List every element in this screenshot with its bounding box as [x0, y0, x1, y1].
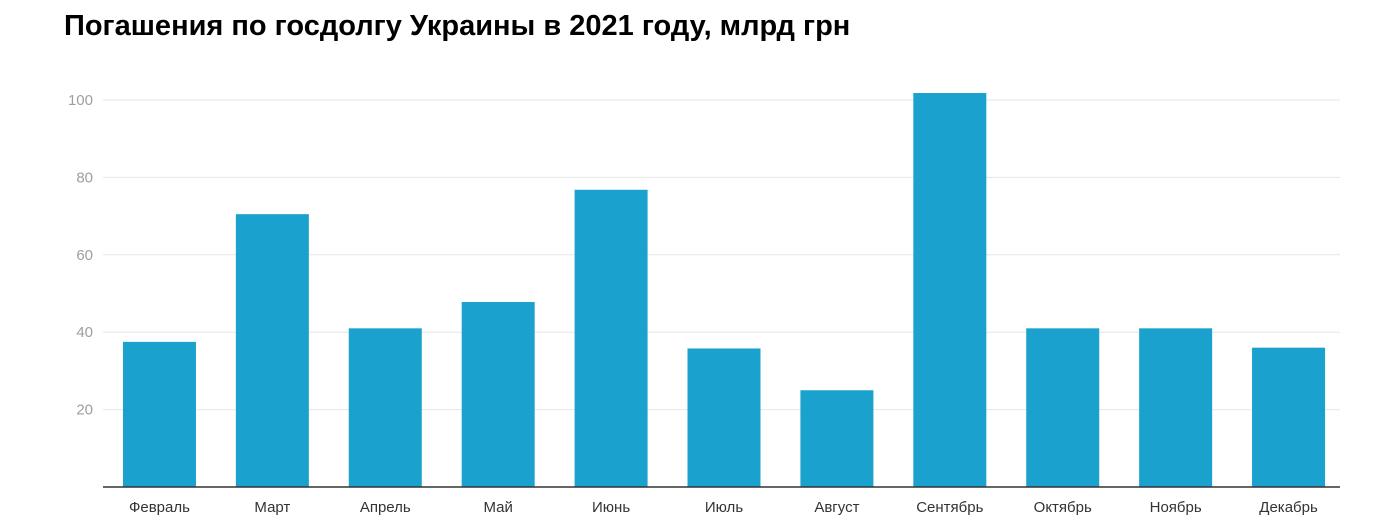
bar-6 [687, 348, 761, 487]
bar-10 [1139, 328, 1213, 487]
x-tick-label: Май [483, 499, 512, 516]
x-tick-label: Сентябрь [916, 499, 983, 516]
chart-title: Погашения по госдолгу Украины в 2021 год… [64, 10, 851, 42]
bar-11 [1252, 347, 1326, 487]
x-tick-label: Апрель [360, 499, 411, 516]
bar-9 [1026, 328, 1100, 487]
bar-1 [122, 341, 196, 487]
x-tick-label: Октябрь [1034, 499, 1092, 516]
x-tick-label: Июнь [592, 499, 630, 516]
x-tick-label: Февраль [129, 499, 190, 516]
x-tick-label: Август [814, 499, 859, 516]
x-tick-label: Декабрь [1259, 499, 1318, 516]
x-tick-label: Март [254, 499, 290, 516]
y-tick-label: 40 [76, 324, 93, 341]
bar-5 [574, 189, 648, 487]
y-axis-ticks: 20 40 60 80 100 [68, 92, 93, 419]
x-axis-labels: Февраль Март Апрель Май Июнь Июль Август Сентяб… [129, 499, 1318, 516]
y-tick-label: 20 [76, 402, 93, 419]
bar-8 [913, 93, 987, 487]
bar-3 [348, 328, 422, 487]
y-tick-label: 100 [68, 92, 93, 109]
grid-lines [103, 99, 1340, 411]
y-tick-label: 60 [76, 247, 93, 264]
x-tick-label: Июль [705, 499, 743, 516]
bars [122, 93, 1326, 488]
bar-2 [235, 214, 309, 488]
bar-4 [461, 302, 535, 487]
bar-7 [800, 390, 874, 487]
y-tick-label: 80 [76, 169, 93, 186]
x-tick-label: Ноябрь [1150, 499, 1202, 516]
